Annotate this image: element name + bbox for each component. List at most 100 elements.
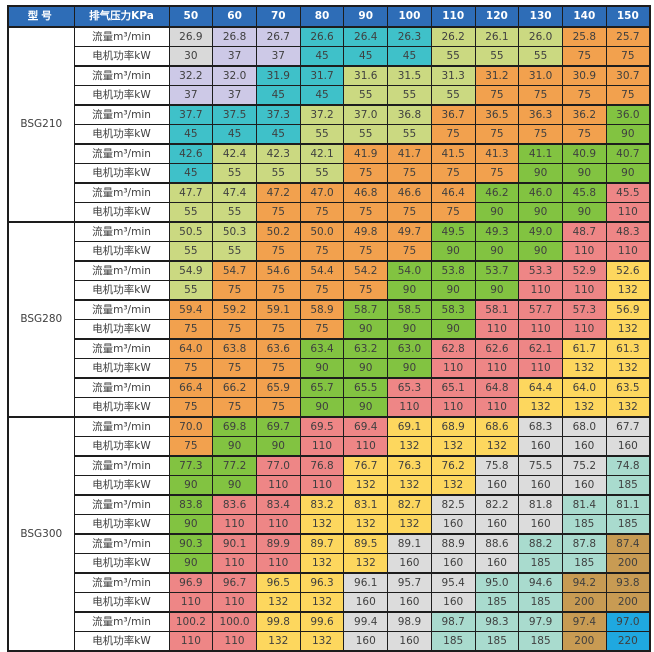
- flow-row: 流量m³/min 100.2 100.0 99.8 99.6 99.4 98.9 98.7 98…: [8, 611, 651, 632]
- power-row-label: 电机功率kW: [73, 124, 170, 145]
- model-cell-BSG300: BSG300: [7, 416, 75, 652]
- flow-cell: 31.9: [255, 65, 301, 86]
- spec-table: 型号 排气压力KPa 50 60 70 80 90 100 110 120 130 140 150 BS…: [7, 5, 651, 652]
- header-pressure-140: 140: [561, 5, 607, 28]
- power-cell: 75: [343, 241, 389, 262]
- flow-cell: 46.6: [387, 182, 432, 203]
- power-cell: 110: [561, 280, 607, 301]
- power-cell: 132: [561, 358, 607, 379]
- power-cell: 75: [343, 202, 389, 223]
- power-cell: 160: [561, 436, 607, 457]
- flow-cell: 76.3: [387, 455, 432, 476]
- flow-cell: 82.7: [387, 494, 432, 515]
- power-cell: 132: [605, 358, 651, 379]
- flow-cell: 36.3: [518, 104, 563, 125]
- flow-cell: 32.0: [212, 65, 257, 86]
- flow-row-label: 流量m³/min: [73, 299, 170, 320]
- power-cell: 90: [561, 202, 607, 223]
- flow-cell: 31.2: [474, 65, 520, 86]
- power-row: 电机功率kW 75 90 90 110 110 132 132 132 160 160 160: [8, 436, 651, 457]
- flow-row-label: 流量m³/min: [73, 377, 170, 398]
- flow-cell: 87.8: [561, 533, 607, 554]
- flow-cell: 95.0: [474, 572, 520, 593]
- flow-cell: 52.6: [605, 260, 651, 281]
- flow-cell: 26.9: [168, 26, 214, 47]
- power-cell: 185: [561, 553, 607, 574]
- power-cell: 110: [299, 475, 345, 496]
- flow-row: 流量m³/min 37.7 37.5 37.3 37.2 37.0 36.8 36.7 36.5…: [8, 104, 651, 125]
- flow-row-label: 流量m³/min: [73, 455, 170, 476]
- flow-cell: 96.9: [168, 572, 214, 593]
- flow-cell: 41.1: [518, 143, 563, 164]
- power-cell: 55: [299, 124, 345, 145]
- power-cell: 132: [299, 592, 345, 613]
- power-cell: 75: [474, 85, 520, 106]
- power-cell: 75: [474, 124, 520, 145]
- power-cell: 185: [474, 592, 520, 613]
- power-row-label: 电机功率kW: [73, 358, 170, 379]
- flow-row: 流量m³/min 54.9 54.7 54.6 54.4 54.2 54.0 53.8 53.7…: [8, 260, 651, 281]
- power-cell: 75: [605, 46, 651, 67]
- flow-cell: 100.0: [212, 611, 257, 632]
- flow-cell: 46.4: [430, 182, 476, 203]
- flow-cell: 42.1: [299, 143, 345, 164]
- power-cell: 75: [387, 163, 432, 184]
- power-cell: 185: [605, 514, 651, 535]
- power-cell: 90: [168, 475, 214, 496]
- power-cell: 75: [212, 358, 257, 379]
- power-cell: 90: [518, 241, 563, 262]
- flow-cell: 45.5: [605, 182, 651, 203]
- power-cell: 75: [168, 436, 214, 457]
- power-row: 电机功率kW 55 55 75 75 75 75 90 90 90 110 110: [8, 241, 651, 262]
- flow-cell: 26.0: [518, 26, 563, 47]
- power-cell: 75: [343, 163, 389, 184]
- flow-cell: 69.1: [387, 416, 432, 437]
- power-cell: 75: [255, 202, 301, 223]
- flow-cell: 89.1: [387, 533, 432, 554]
- flow-row: 流量m³/min 47.7 47.4 47.2 47.0 46.8 46.6 46.4 46.2…: [8, 182, 651, 203]
- power-cell: 90: [430, 280, 476, 301]
- flow-cell: 26.8: [212, 26, 257, 47]
- power-cell: 110: [518, 280, 563, 301]
- power-row: 电机功率kW 45 45 45 55 55 55 75 75 75 75 90: [8, 124, 651, 145]
- flow-cell: 82.2: [474, 494, 520, 515]
- flow-cell: 62.6: [474, 338, 520, 359]
- flow-cell: 97.9: [518, 611, 563, 632]
- power-row-label: 电机功率kW: [73, 319, 170, 340]
- power-cell: 37: [212, 46, 257, 67]
- power-cell: 75: [299, 319, 345, 340]
- power-cell: 55: [255, 163, 301, 184]
- power-cell: 75: [299, 241, 345, 262]
- flow-cell: 54.6: [255, 260, 301, 281]
- power-cell: 75: [168, 397, 214, 418]
- flow-cell: 89.9: [255, 533, 301, 554]
- flow-cell: 75.2: [561, 455, 607, 476]
- flow-cell: 95.4: [430, 572, 476, 593]
- power-cell: 45: [212, 124, 257, 145]
- flow-cell: 68.0: [561, 416, 607, 437]
- power-cell: 185: [518, 553, 563, 574]
- power-cell: 200: [561, 631, 607, 652]
- flow-cell: 58.5: [387, 299, 432, 320]
- flow-cell: 64.0: [561, 377, 607, 398]
- power-cell: 75: [430, 163, 476, 184]
- power-cell: 132: [474, 436, 520, 457]
- power-row: 电机功率kW 110 110 132 132 160 160 185 185 185 200 220: [8, 631, 651, 652]
- power-cell: 55: [343, 85, 389, 106]
- flow-cell: 42.4: [212, 143, 257, 164]
- power-cell: 45: [387, 46, 432, 67]
- flow-row: 流量m³/min 96.9 96.7 96.5 96.3 96.1 95.7 95.4 95.0…: [8, 572, 651, 593]
- power-cell: 110: [561, 319, 607, 340]
- flow-cell: 49.3: [474, 221, 520, 242]
- power-cell: 132: [387, 514, 432, 535]
- flow-cell: 58.1: [474, 299, 520, 320]
- flow-cell: 88.6: [474, 533, 520, 554]
- power-cell: 45: [168, 124, 214, 145]
- flow-cell: 62.8: [430, 338, 476, 359]
- flow-cell: 37.2: [299, 104, 345, 125]
- flow-cell: 90.1: [212, 533, 257, 554]
- power-cell: 110: [255, 475, 301, 496]
- flow-cell: 36.8: [387, 104, 432, 125]
- header-pressure-70: 70: [255, 5, 301, 28]
- flow-cell: 100.2: [168, 611, 214, 632]
